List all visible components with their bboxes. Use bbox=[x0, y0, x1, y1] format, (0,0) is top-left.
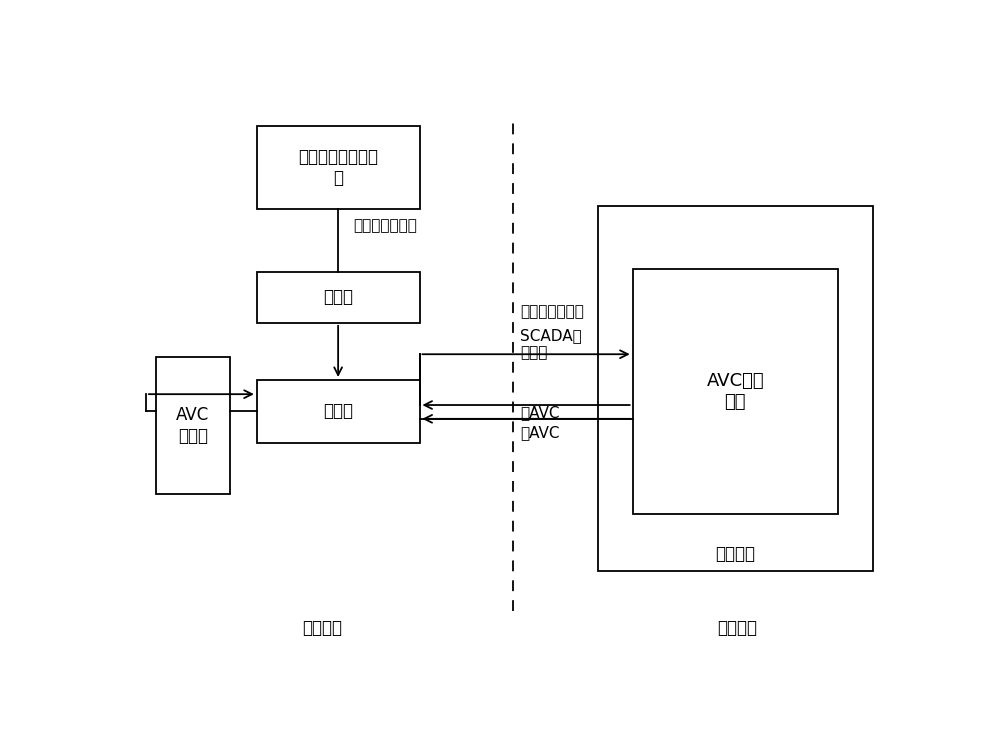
Bar bbox=[257, 271, 420, 323]
Text: AVC
开关柜: AVC 开关柜 bbox=[176, 406, 209, 445]
Bar bbox=[156, 357, 230, 494]
Bar bbox=[257, 126, 420, 209]
Bar bbox=[257, 380, 420, 442]
Bar bbox=[598, 206, 873, 571]
Bar bbox=[633, 269, 838, 514]
Text: 测控屏: 测控屏 bbox=[323, 288, 353, 306]
Text: 投AVC: 投AVC bbox=[520, 405, 560, 420]
Text: 场站间隔: 场站间隔 bbox=[303, 619, 343, 637]
Text: 红外感应开关量: 红外感应开关量 bbox=[520, 304, 584, 319]
Text: 退AVC: 退AVC bbox=[520, 425, 560, 440]
Text: 红外感应开关量: 红外感应开关量 bbox=[354, 219, 418, 233]
Text: 主站装置: 主站装置 bbox=[715, 545, 755, 563]
Text: AVC保护
逻辑: AVC保护 逻辑 bbox=[707, 372, 764, 411]
Text: 主站间隔: 主站间隔 bbox=[717, 619, 757, 637]
Text: 高压室红外感应开
关: 高压室红外感应开 关 bbox=[298, 148, 378, 187]
Text: 远动屏: 远动屏 bbox=[323, 402, 353, 420]
Text: SCADA保
护信号: SCADA保 护信号 bbox=[520, 328, 582, 360]
